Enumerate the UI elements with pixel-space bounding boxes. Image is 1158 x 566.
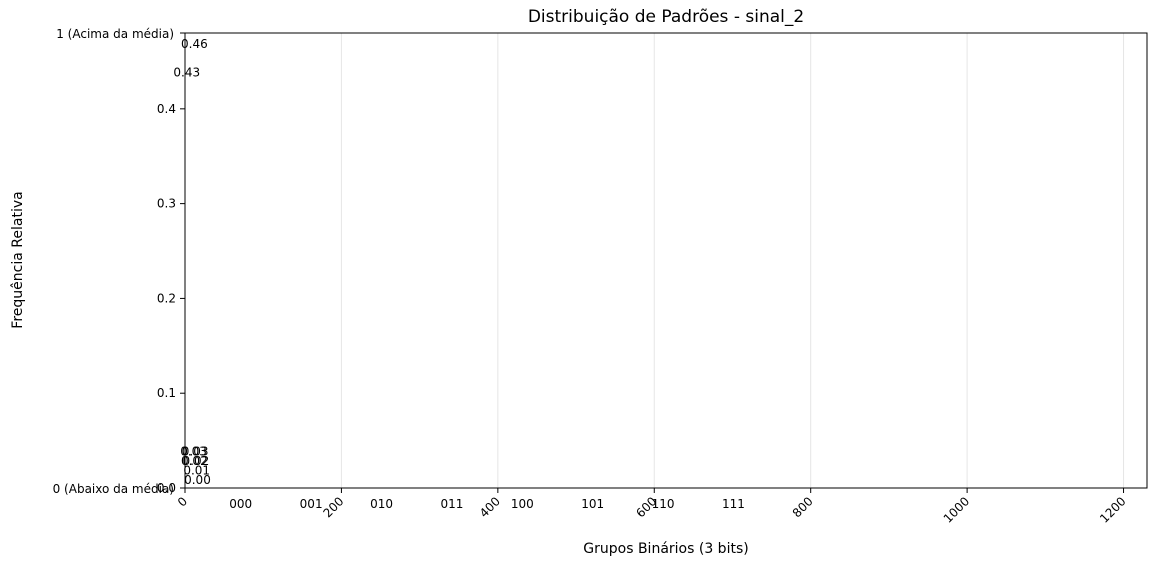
y-ticks: 0.1 0.2 0.3 0.4 0.0 (157, 32, 185, 495)
grid-lines (184, 33, 1125, 488)
y-tick-label: 0.3 (157, 197, 176, 211)
value-label: 0.03 (180, 445, 207, 459)
y-tick-label-zero: 0.0 (157, 481, 176, 495)
state-label-low: 0 (Abaixo da média) (53, 482, 174, 496)
y-tick-label: 0.4 (157, 102, 176, 116)
category-label: 000 (229, 497, 252, 511)
y-tick-label: 0.2 (157, 291, 176, 305)
x-tick-label: 400 (477, 494, 503, 520)
value-label: 0.43 (173, 65, 200, 79)
category-label: 010 (370, 497, 393, 511)
category-label: 111 (722, 497, 745, 511)
value-label: 0.02 (181, 454, 208, 468)
y-axis-label: Frequência Relativa (10, 191, 26, 328)
state-label-high: 1 (Acima da média) (56, 27, 174, 41)
value-labels: 0.460.430.030.020.030.020.010.00 (173, 37, 210, 487)
value-label: 0.01 (183, 464, 210, 478)
value-label: 0.46 (181, 37, 208, 51)
value-label: 0.03 (182, 445, 209, 459)
category-label: 100 (511, 497, 534, 511)
category-label: 011 (440, 497, 463, 511)
x-tick-label: 0 (175, 494, 190, 509)
category-labels: 000 001 010 011 100 101 110 111 (229, 497, 745, 511)
x-tick-label: 200 (320, 494, 346, 520)
value-label: 0.02 (183, 454, 210, 468)
x-tick-label: 800 (790, 494, 816, 520)
category-label: 001 (300, 497, 323, 511)
value-label: 0.00 (184, 473, 211, 487)
plot-frame (184, 32, 1148, 489)
category-label: 110 (652, 497, 675, 511)
chart-title: Distribuição de Padrões - sinal_2 (528, 7, 804, 27)
category-label: 101 (581, 497, 604, 511)
y-tick-label: 0.1 (157, 386, 176, 400)
x-tick-label: 1000 (941, 494, 972, 525)
x-axis-label: Grupos Binários (3 bits) (583, 541, 748, 557)
x-tick-label: 1200 (1097, 494, 1128, 525)
